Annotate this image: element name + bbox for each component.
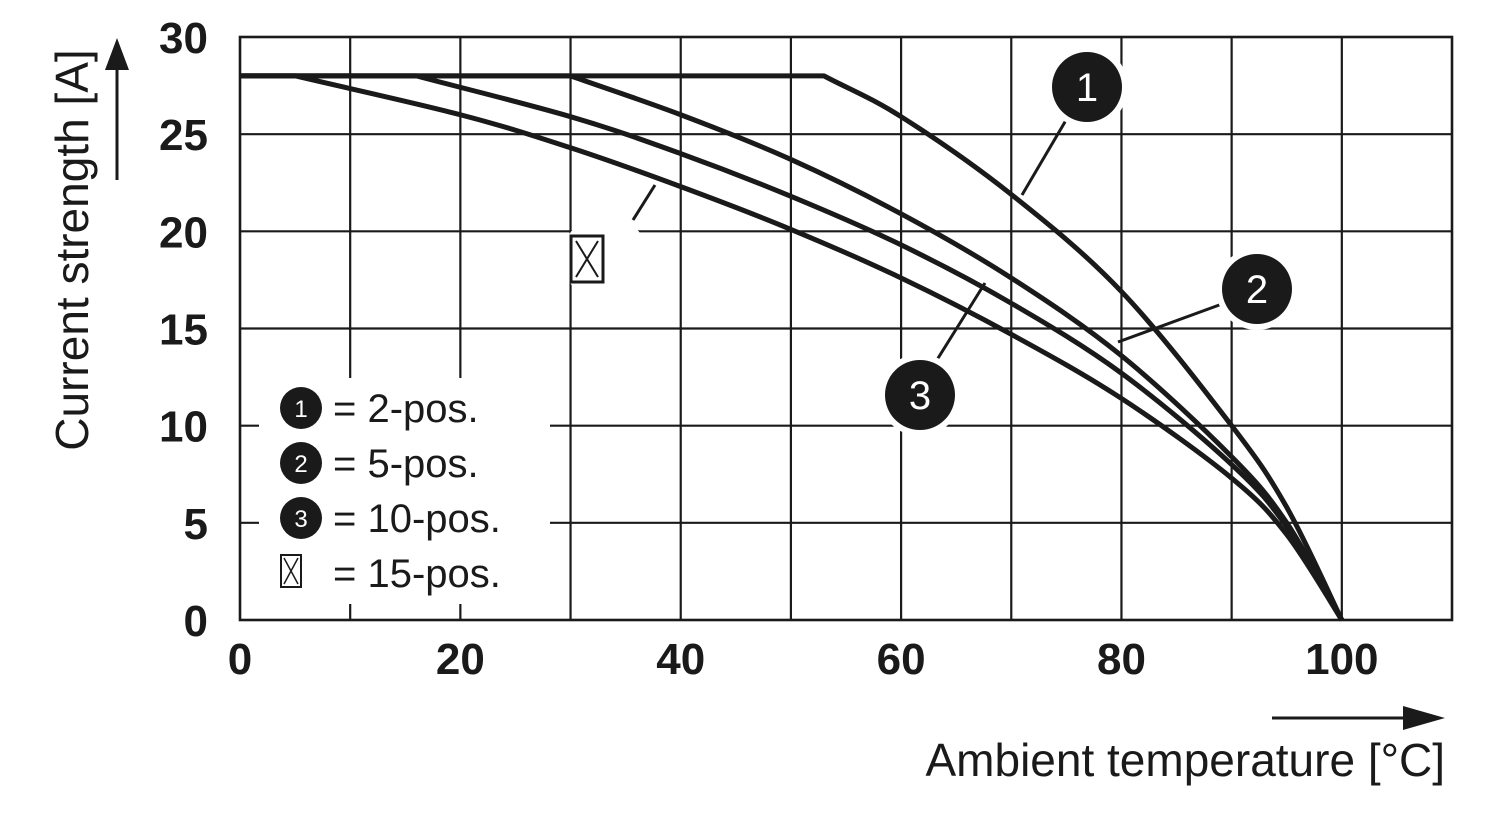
y-tick-label: 25 bbox=[159, 111, 208, 160]
y-axis-title: Current strength [A] bbox=[46, 49, 98, 450]
legend-marker-circle bbox=[280, 387, 322, 429]
x-tick-label: 100 bbox=[1305, 635, 1378, 684]
y-tick-label: 0 bbox=[184, 597, 208, 646]
y-tick-label: 20 bbox=[159, 208, 208, 257]
callout-circle-3 bbox=[885, 360, 955, 430]
y-tick-label: 5 bbox=[184, 500, 208, 549]
y-tick-label: 30 bbox=[159, 14, 208, 63]
legend-label: = 10-pos. bbox=[333, 497, 501, 541]
callout-number: 3 bbox=[909, 374, 931, 418]
plot-border bbox=[238, 35, 1454, 622]
crossed-box-icon-cross bbox=[283, 557, 299, 585]
legend-marker-number: 1 bbox=[294, 396, 307, 423]
callout-circle-1 bbox=[1052, 52, 1122, 122]
legend-label: = 15-pos. bbox=[333, 552, 501, 596]
series-group bbox=[240, 73, 1345, 622]
y-axis-arrow-head bbox=[105, 38, 129, 70]
legend-label: = 2-pos. bbox=[333, 387, 479, 431]
legend-marker-number: 3 bbox=[294, 506, 307, 533]
x-tick-label: 0 bbox=[228, 635, 252, 684]
legend: 1 = 2-pos. 2 = 5-pos. 3 = 10-pos. = 15-pos. bbox=[259, 378, 550, 604]
series-line-4 bbox=[240, 73, 1344, 622]
x-axis-arrow-head bbox=[1403, 706, 1445, 730]
crossed-box-icon-cross bbox=[575, 240, 599, 278]
series-line-3 bbox=[240, 73, 1344, 622]
callout-circle-2 bbox=[1222, 254, 1292, 324]
legend-label: = 5-pos. bbox=[333, 442, 479, 486]
callout-number: 2 bbox=[1246, 268, 1268, 312]
plot-frame bbox=[238, 35, 1454, 622]
callout-leader-2 bbox=[1117, 302, 1223, 344]
y-tick-label: 15 bbox=[159, 306, 208, 355]
callout-leader-3 bbox=[933, 282, 987, 364]
x-tick-label: 60 bbox=[877, 635, 926, 684]
legend-marker-circle bbox=[280, 497, 322, 539]
legend-marker-circle bbox=[280, 442, 322, 484]
x-axis-title: Ambient temperature [°C] bbox=[926, 734, 1446, 786]
series-line-2 bbox=[240, 73, 1344, 622]
callout-number: 1 bbox=[1076, 66, 1098, 110]
x-tick-label: 40 bbox=[656, 635, 705, 684]
x-tick-label: 20 bbox=[436, 635, 485, 684]
series-line-1 bbox=[240, 73, 1345, 622]
legend-marker-number: 2 bbox=[294, 451, 307, 478]
callout-leader-box bbox=[631, 184, 657, 221]
tick-labels: 0 20 40 60 80 100 0 5 10 15 20 25 30 bbox=[159, 14, 1378, 684]
callout-leader-1 bbox=[1020, 109, 1074, 196]
y-tick-label: 10 bbox=[159, 403, 208, 452]
callouts: 1 2 3 bbox=[562, 46, 1298, 436]
x-tick-label: 80 bbox=[1097, 635, 1146, 684]
